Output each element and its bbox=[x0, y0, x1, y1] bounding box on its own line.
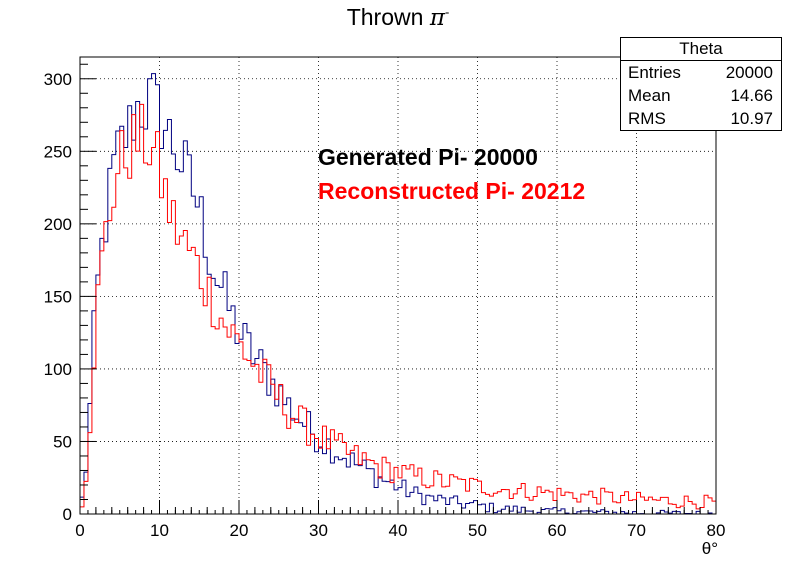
stats-box: Theta Entries 20000 Mean 14.66 RMS 10.97 bbox=[620, 37, 782, 131]
x-tick-label: 30 bbox=[309, 521, 328, 540]
x-tick-label: 40 bbox=[389, 521, 408, 540]
stats-row-entries: Entries 20000 bbox=[621, 61, 781, 84]
y-tick-label: 0 bbox=[63, 505, 72, 524]
stats-label: RMS bbox=[628, 109, 666, 128]
stats-row-rms: RMS 10.97 bbox=[621, 107, 781, 130]
x-axis-label: θ° bbox=[702, 539, 718, 558]
stats-value: 14.66 bbox=[730, 86, 773, 105]
stats-value: 20000 bbox=[725, 63, 773, 82]
stats-title: Theta bbox=[621, 38, 781, 61]
y-tick-label: 50 bbox=[53, 432, 72, 451]
charge-superscript: - bbox=[444, 4, 450, 20]
stats-value: 10.97 bbox=[730, 109, 773, 128]
x-tick-label: 20 bbox=[230, 521, 249, 540]
series-reconstructed bbox=[79, 103, 717, 514]
y-tick-label: 150 bbox=[44, 287, 72, 306]
axes: 0 10 20 30 40 50 60 70 80 0 50 100 150 200 250 300 θ° bbox=[44, 63, 726, 558]
x-tick-label: 80 bbox=[707, 521, 726, 540]
stats-row-mean: Mean 14.66 bbox=[621, 84, 781, 107]
y-tick-label: 100 bbox=[44, 360, 72, 379]
stats-label: Entries bbox=[628, 63, 681, 82]
annotation-reconstructed: Reconstructed Pi- 20212 bbox=[318, 178, 586, 204]
pi-symbol: π bbox=[429, 5, 445, 31]
x-tick-label: 10 bbox=[150, 521, 169, 540]
y-tick-label: 250 bbox=[44, 142, 72, 161]
y-tick-label: 300 bbox=[44, 70, 72, 89]
x-tick-label: 50 bbox=[468, 521, 487, 540]
chart-title: Thrown π- bbox=[0, 4, 796, 31]
y-tick-label: 200 bbox=[44, 215, 72, 234]
chart-title-text: Thrown bbox=[346, 4, 430, 30]
grid-lines bbox=[80, 57, 716, 514]
x-tick-label: 60 bbox=[548, 521, 567, 540]
stats-label: Mean bbox=[628, 86, 671, 105]
series-reconstructed-line bbox=[79, 103, 717, 514]
x-tick-label: 0 bbox=[75, 521, 84, 540]
annotation-generated: Generated Pi- 20000 bbox=[318, 144, 538, 170]
x-tick-label: 70 bbox=[627, 521, 646, 540]
